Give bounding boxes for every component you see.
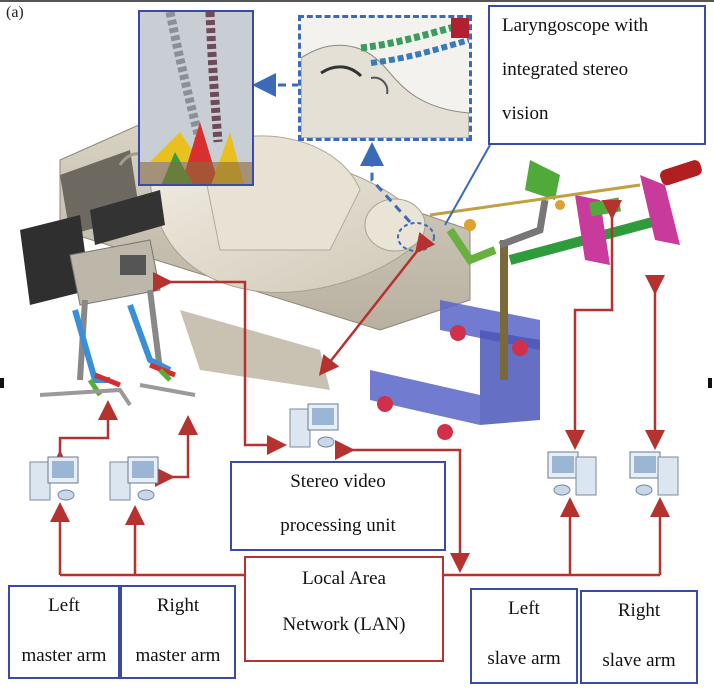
laryngoscope-callout: Laryngoscope with integrated stereo visi… (488, 5, 706, 145)
right-slave-line-2: slave arm (602, 650, 676, 671)
panel-label: (a) (6, 4, 24, 21)
video-unit-line-1: Stereo video (290, 471, 386, 492)
left-master-line-1: Left (48, 595, 80, 616)
lan-box: Local Area Network (LAN) (244, 556, 444, 662)
left-slave-arm-box: Left slave arm (470, 588, 578, 684)
callout-line-3: vision (502, 103, 549, 124)
stereo-video-unit-box: Stereo video processing unit (230, 461, 446, 551)
video-unit-line-2: processing unit (280, 515, 396, 536)
patient-head-inset (298, 15, 472, 141)
instrument-closeup-inset (138, 10, 254, 186)
left-master-line-2: master arm (21, 645, 107, 666)
right-master-arm-box: Right master arm (120, 585, 236, 679)
right-slave-arm-box: Right slave arm (580, 590, 698, 684)
left-slave-line-2: slave arm (487, 648, 561, 669)
computer-icon (289, 403, 339, 448)
callout-line-1: Laryngoscope with (502, 15, 649, 36)
computer-icon (29, 456, 79, 501)
right-slave-line-1: Right (617, 600, 661, 621)
left-slave-line-1: Left (508, 598, 540, 619)
right-master-line-1: Right (156, 595, 200, 616)
top-rule (0, 0, 714, 2)
master-console (20, 190, 196, 407)
callout-line-2: integrated stereo (502, 59, 629, 80)
lan-line-2: Network (LAN) (282, 614, 406, 635)
computer-icon (629, 451, 679, 496)
left-master-arm-box: Left master arm (8, 585, 120, 679)
lan-line-1: Local Area (302, 568, 386, 589)
computer-icon (547, 451, 597, 496)
right-master-line-2: master arm (135, 645, 221, 666)
computer-icon (109, 456, 159, 501)
